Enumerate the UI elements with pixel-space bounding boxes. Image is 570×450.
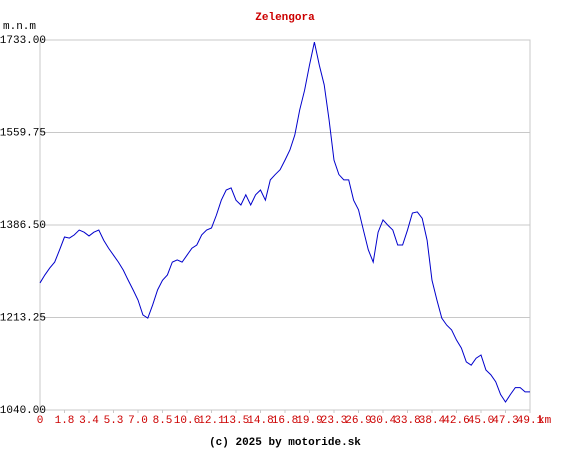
- footer: (c) 2025 by motoride.sk: [209, 437, 361, 449]
- x-tick-label: 42.6: [443, 415, 469, 427]
- x-tick-label: 5.3: [104, 415, 124, 427]
- x-tick-label: 3.4: [79, 415, 99, 427]
- x-tick-label: 26.9: [345, 415, 371, 427]
- x-tick-label: 12.1: [198, 415, 225, 427]
- x-tick-label: 23.3: [321, 415, 347, 427]
- x-tick-label: 1.8: [55, 415, 75, 427]
- x-tick-label: 14.8: [247, 415, 273, 427]
- x-tick-label: 13.5: [223, 415, 249, 427]
- x-tick-label: 19.9: [296, 415, 322, 427]
- y-tick-label: 1213.25: [0, 312, 46, 324]
- y-tick-label: 1559.75: [0, 127, 46, 139]
- x-tick-label: 45.0: [468, 415, 494, 427]
- x-tick-label: 10.6: [174, 415, 200, 427]
- x-tick-label: 38.4: [419, 415, 446, 427]
- x-tick-label: 8.5: [153, 415, 173, 427]
- x-tick-label: 16.8: [272, 415, 298, 427]
- chart-title: Zelengora: [255, 12, 315, 24]
- x-tick-label: 0: [37, 415, 44, 427]
- y-axis-label: m.n.m: [3, 21, 36, 33]
- x-tick-label: 30.4: [370, 415, 397, 427]
- elevation-line: [39, 42, 530, 403]
- x-tick-label: 47.3: [492, 415, 518, 427]
- y-tick-label: 1040.00: [0, 405, 46, 417]
- x-tick-label: 49.1: [517, 415, 544, 427]
- x-axis-label: km: [538, 415, 552, 427]
- x-tick-label: 33.8: [394, 415, 420, 427]
- x-tick-label: 7.0: [128, 415, 148, 427]
- y-tick-label: 1733.00: [0, 35, 46, 47]
- y-tick-label: 1386.50: [0, 220, 46, 232]
